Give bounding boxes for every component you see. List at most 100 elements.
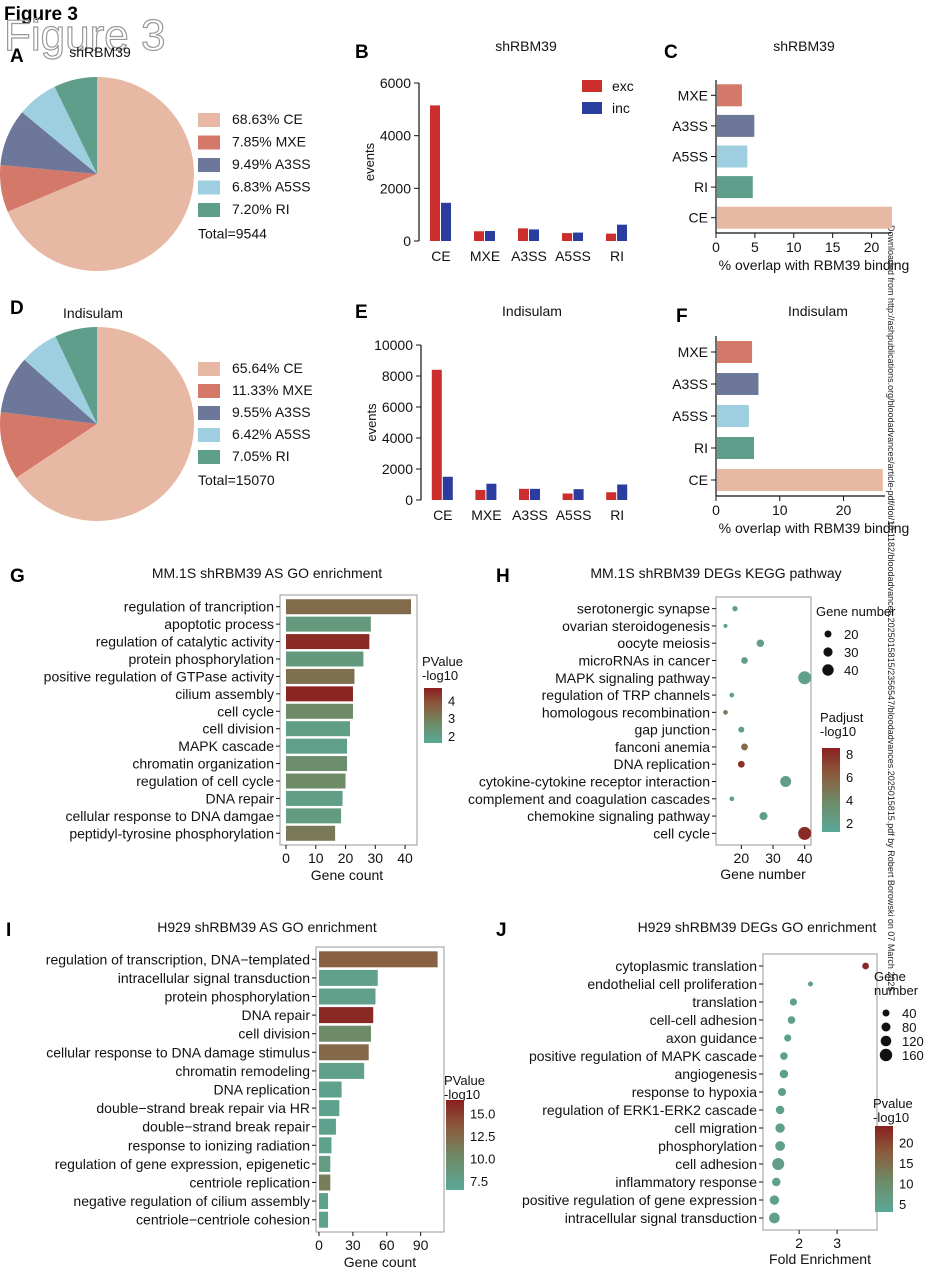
size-legend-label: 20 <box>844 627 858 642</box>
colorbar-title: -log10 <box>873 1110 909 1125</box>
data-point <box>756 639 765 647</box>
x-tick-label: 40 <box>397 850 413 866</box>
y-tick-label: A5SS <box>672 408 708 424</box>
bar-inc <box>485 230 495 241</box>
bar-exc <box>431 369 442 500</box>
colorbar-title: PValue <box>422 654 463 669</box>
colorbar <box>875 1126 893 1212</box>
legend-swatch <box>582 102 602 114</box>
y-tick-label: 8000 <box>382 368 413 384</box>
colorbar-title: Padjust <box>820 710 864 725</box>
y-tick-label: MAPK signaling pathway <box>555 670 710 686</box>
data-point <box>769 1195 780 1205</box>
y-tick-label: negative regulation of cilium assembly <box>73 1193 310 1209</box>
data-point <box>737 760 745 768</box>
chart-title: shRBM39 <box>773 38 835 54</box>
y-tick-label: DNA replication <box>614 756 711 772</box>
total-label: Total=9544 <box>198 226 267 242</box>
y-tick-label: A3SS <box>672 118 708 134</box>
chart-title: Indisulam <box>788 303 848 319</box>
colorbar-tick-label: 2 <box>846 816 853 831</box>
y-tick-label: axon guidance <box>666 1030 757 1046</box>
panel-letter-b: B <box>355 42 369 63</box>
x-tick-label: MXE <box>470 248 500 264</box>
size-legend-title: number <box>874 983 919 998</box>
pie-chart-a: shRBM39 68.63% CE 7.85% MXE 9.49% A3SS 6.83%… <box>0 44 311 271</box>
chart-title: Indisulam <box>502 303 562 319</box>
colorbar-tick-label: 15 <box>899 1156 913 1171</box>
go-bar-chart-g: MM.1S shRBM39 AS GO enrichment regulation… <box>44 565 463 883</box>
y-tick-label: cilium assembly <box>175 686 274 702</box>
y-tick-label: 0 <box>403 233 411 249</box>
y-tick-label: 10000 <box>374 337 413 353</box>
y-tick-label: protein phosphorylation <box>164 989 310 1005</box>
bar <box>286 686 353 702</box>
data-point <box>775 1123 785 1133</box>
x-tick-label: 30 <box>368 850 384 866</box>
bar <box>319 1044 369 1061</box>
size-legend-title: Gene <box>874 969 906 984</box>
size-legend-label: 120 <box>902 1034 924 1049</box>
y-axis-label: events <box>362 142 377 181</box>
data-point <box>729 796 735 802</box>
x-tick-label: 10 <box>786 239 802 255</box>
colorbar <box>446 1100 464 1190</box>
y-tick-label: cellular response to DNA damage stimulus <box>46 1044 310 1060</box>
bar <box>717 206 892 229</box>
chart-title: shRBM39 <box>69 44 131 60</box>
data-point <box>723 623 728 628</box>
y-tick-label: microRNAs in cancer <box>579 653 711 669</box>
bar-inc <box>442 476 453 500</box>
colorbar-title: -log10 <box>820 724 856 739</box>
colorbar-tick-label: 10 <box>899 1176 913 1191</box>
colorbar-tick-label: 8 <box>846 747 853 762</box>
bar-inc <box>441 202 451 241</box>
data-point <box>723 710 728 715</box>
colorbar-tick-label: 4 <box>448 693 455 708</box>
bar <box>717 405 749 427</box>
x-tick-label: 20 <box>836 502 852 518</box>
panel-letter-h: H <box>496 566 510 587</box>
total-label: Total=15070 <box>198 472 275 488</box>
y-tick-label: complement and coagulation cascades <box>468 791 710 807</box>
size-legend-label: 30 <box>844 645 858 660</box>
colorbar-tick-label: 5 <box>899 1197 906 1212</box>
pie-slice <box>0 359 98 424</box>
x-tick-label: 20 <box>864 239 880 255</box>
data-point <box>784 1034 792 1042</box>
pie-slice <box>0 164 97 212</box>
bar-exc <box>518 228 528 241</box>
data-point <box>741 743 748 751</box>
x-tick-label: 15 <box>825 239 841 255</box>
bar <box>717 145 748 168</box>
panel-letter-c: C <box>664 42 678 63</box>
x-tick-label: CE <box>431 248 450 264</box>
legend-label: 65.64% CE <box>232 360 303 376</box>
pie-slice <box>0 112 97 174</box>
legend-swatch <box>198 158 220 172</box>
legend-swatch <box>198 135 220 150</box>
bar <box>319 988 376 1005</box>
size-legend-label: 80 <box>902 1020 916 1035</box>
bar-exc <box>475 489 486 500</box>
bar-exc <box>430 105 440 241</box>
y-tick-label: angiogenesis <box>674 1066 757 1082</box>
y-tick-label: endothelial cell proliferation <box>587 976 757 992</box>
y-tick-label: regulation of TRP channels <box>542 687 710 703</box>
data-point <box>772 1177 781 1187</box>
data-point <box>780 1052 788 1060</box>
x-tick-label: 5 <box>751 239 759 255</box>
bar <box>286 703 353 719</box>
bar <box>319 1155 331 1172</box>
y-tick-label: 2000 <box>382 461 413 477</box>
legend-swatch <box>198 203 220 217</box>
y-tick-label: cell-cell adhesion <box>650 1012 757 1028</box>
legend-label: 11.33% MXE <box>232 382 313 398</box>
colorbar-title: PValue <box>444 1073 485 1088</box>
panel-letter-i: I <box>6 920 11 941</box>
bar <box>286 756 348 772</box>
y-tick-label: CE <box>689 210 708 226</box>
y-tick-label: DNA replication <box>214 1082 311 1098</box>
size-legend-dot <box>879 1048 893 1062</box>
data-point <box>777 1087 787 1097</box>
